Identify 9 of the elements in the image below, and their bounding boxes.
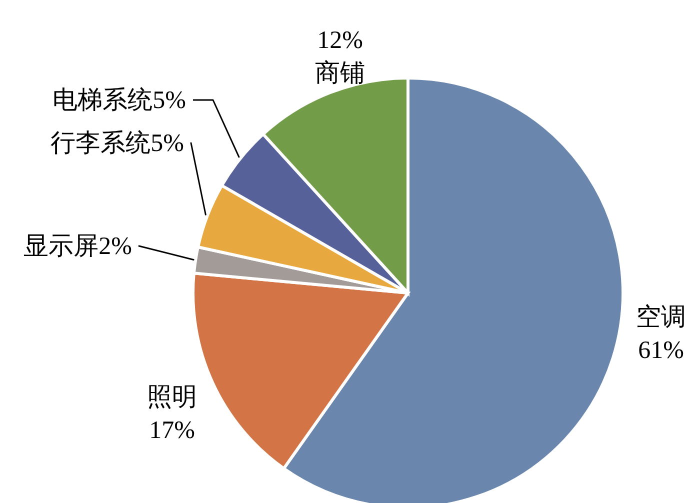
slice-label: 空调	[636, 303, 686, 331]
slice-label: 商铺	[315, 59, 365, 87]
data-label: 17%	[149, 417, 195, 444]
data-label: 12%	[317, 27, 363, 54]
slice-label: 电梯系统5%	[52, 87, 186, 114]
slice-label: 显示屏2%	[24, 233, 132, 260]
data-label: 61%	[638, 337, 684, 364]
slice-label: 照明	[147, 384, 197, 411]
slice-label: 行李系统5%	[50, 130, 184, 157]
